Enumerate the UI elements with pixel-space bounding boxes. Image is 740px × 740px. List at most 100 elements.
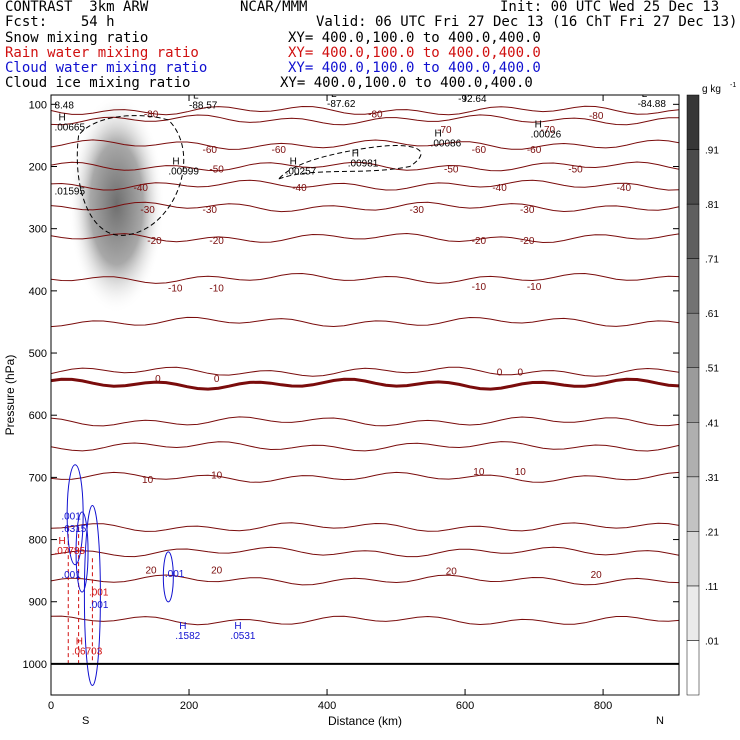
cloud-ice-outline [76, 115, 185, 236]
y-tick-label: 1000 [23, 659, 47, 671]
extremum-value: .00981 [348, 159, 379, 170]
colorbar-unit-exponent: -1 [730, 82, 736, 89]
temperature-contour [51, 201, 679, 213]
y-tick-label: 100 [29, 99, 47, 111]
x-end-label-left: S [82, 715, 89, 727]
colorbar-swatch [686, 640, 700, 696]
contour-label: -40 [292, 183, 307, 194]
snow-shading [68, 95, 165, 314]
field-snow-xy: XY= 400.0,100.0 to 400.0,400.0 [288, 30, 541, 46]
contour-label: -20 [209, 236, 224, 247]
extremum-marker: H [172, 157, 179, 168]
extremum-value: .06703 [72, 647, 103, 658]
contour-label: 10 [142, 475, 154, 486]
field-cloud-ice-xy: XY= 400.0,100.0 to 400.0,400.0 [280, 75, 533, 91]
extremum-marker: H [76, 637, 83, 648]
plot-frame [50, 94, 680, 696]
contour-label: -60 [472, 145, 487, 156]
contour-label: -30 [202, 205, 217, 216]
colorbar-swatch [686, 258, 700, 314]
contour-label: -60 [527, 145, 542, 156]
colorbar-label: .11 [705, 582, 719, 593]
contour-label: -50 [568, 164, 583, 175]
contour-label: -60 [202, 145, 217, 156]
contour-label: 0 [497, 368, 503, 379]
temperature-contour [51, 546, 679, 558]
cloud-water-contour [75, 511, 89, 593]
contour-label: -20 [520, 236, 535, 247]
contour-label: 20 [146, 565, 158, 576]
temperature-contour [51, 615, 679, 626]
extremum-marker: L [193, 91, 199, 102]
field-cloud-water: Cloud water mixing ratio [5, 60, 208, 76]
temperature-contour [51, 522, 679, 532]
temperature-contour [51, 441, 679, 452]
temperature-contour [51, 377, 679, 391]
extremum-value: .00026 [531, 129, 562, 140]
extremum-marker: L [642, 89, 648, 100]
colorbar-swatch [686, 312, 700, 368]
y-tick-label: 200 [29, 162, 47, 174]
init-time: Init: 00 UTC Wed 25 Dec 13 [500, 0, 720, 15]
model-center: NCAR/MMM [240, 0, 308, 15]
contour-label: -80 [589, 111, 604, 122]
contour-label: 20 [446, 567, 458, 578]
colorbar-swatch [686, 476, 700, 532]
extremum-value: .1582 [175, 631, 200, 642]
cloud-water-contour [83, 505, 101, 687]
extremum-value: -87.62 [327, 99, 356, 110]
temperature-contour [51, 105, 679, 116]
temperature-contour [51, 232, 679, 244]
colorbar-swatch [686, 585, 700, 641]
contour-label: 10 [211, 470, 223, 481]
x-tick-label: 600 [456, 700, 474, 712]
temperature-contour [51, 179, 679, 191]
contour-label: 0 [517, 368, 523, 379]
y-tick-label: 700 [29, 472, 47, 484]
temperature-contour [51, 272, 679, 284]
contour-label: -10 [168, 284, 183, 295]
field-rain-xy: XY= 400.0,100.0 to 400.0,400.0 [288, 45, 541, 61]
colorbar-unit: g kg [702, 84, 721, 95]
extremum-value: .6315 [61, 524, 86, 535]
x-tick-label: 800 [594, 700, 612, 712]
temperature-contour [51, 471, 679, 483]
contour-label: -20 [472, 236, 487, 247]
extremum-value: 8.48 [54, 101, 74, 112]
extremum-value: .00665 [54, 122, 85, 133]
colorbar-label: .41 [705, 418, 719, 429]
contour-label: -40 [133, 183, 148, 194]
contour-label: -10 [527, 282, 542, 293]
contour-label: -30 [410, 205, 425, 216]
colorbar-label: .61 [705, 309, 719, 320]
valid-time: Valid: 06 UTC Fri 27 Dec 13 (16 ChT Fri … [316, 14, 738, 30]
x-tick-label: 0 [48, 700, 54, 712]
extremum-marker: H [58, 536, 65, 547]
extremum-marker: L [331, 89, 337, 100]
temperature-contour [51, 416, 679, 427]
field-cloud-ice: Cloud ice mixing ratio [5, 75, 191, 91]
chart-title: CONTRAST 3km ARW [5, 0, 149, 15]
temperature-contour [51, 574, 679, 586]
y-tick-label: 500 [29, 348, 47, 360]
extremum-value: .00999 [168, 167, 199, 178]
contour-label: -70 [541, 125, 556, 136]
temperature-contour [51, 366, 679, 377]
colorbar-swatch [686, 531, 700, 587]
forecast-hour: Fcst: 54 h [5, 14, 115, 30]
extremum-value: -88.57 [189, 101, 218, 112]
contour-label: 0 [214, 374, 220, 385]
extremum-value: -92.64 [458, 94, 487, 105]
contour-label: -50 [444, 164, 459, 175]
contour-label: -80 [144, 110, 159, 121]
colorbar-swatch [686, 422, 700, 478]
colorbar-label: .01 [705, 636, 719, 647]
colorbar-swatch [686, 367, 700, 423]
temperature-contour [51, 114, 679, 126]
extremum-value: .001 [61, 512, 81, 523]
contour-label: -30 [520, 205, 535, 216]
contour-label: -80 [368, 110, 383, 121]
extremum-marker: H [179, 621, 186, 632]
temperature-contour [51, 161, 679, 172]
